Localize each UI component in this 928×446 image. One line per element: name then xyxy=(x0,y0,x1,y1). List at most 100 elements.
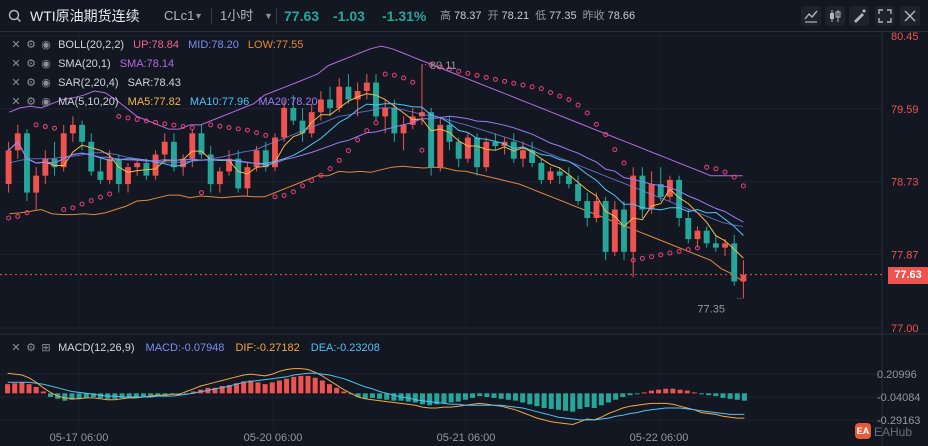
candle-body xyxy=(685,217,692,240)
candle-body xyxy=(409,116,416,125)
legend-name: MA(5,10,20) xyxy=(58,96,119,108)
macd-histogram-bar xyxy=(126,393,132,397)
settings-icon[interactable]: ⚙ xyxy=(26,77,36,89)
candle-body xyxy=(694,230,701,240)
macd-histogram-bar xyxy=(312,377,318,394)
macd-histogram-bar xyxy=(276,380,282,394)
legend-sma[interactable]: ✕ ⚙ ◉ SMA(20,1) SMA:78.14 xyxy=(10,55,324,74)
candle-body xyxy=(474,137,480,168)
macd-tick-label: -0.29163 xyxy=(877,415,920,427)
macd-tick-label: 0.20996 xyxy=(877,369,917,381)
macd-histogram-bar xyxy=(698,393,705,395)
settings-icon[interactable]: ⚙ xyxy=(26,342,36,354)
macd-histogram-bar xyxy=(627,393,633,396)
sar-dot xyxy=(171,122,177,128)
legend-ma[interactable]: ✕ ⚙ ◉ MA(5,10,20) MA5:77.82 MA10:77.96 MA2… xyxy=(10,93,324,112)
price-change-percent: -1.31% xyxy=(382,8,427,24)
macd-histogram-bar xyxy=(326,384,333,394)
candle-body xyxy=(492,141,499,147)
candle-body xyxy=(722,243,728,248)
macd-histogram-bar xyxy=(248,380,254,394)
close-icon[interactable] xyxy=(900,6,920,26)
macd-histogram-bar xyxy=(427,393,433,406)
ohlc-label: 高 xyxy=(440,10,451,22)
candle-body xyxy=(593,201,600,218)
macd-legend[interactable]: ✕ ⚙ ⊞ MACD(12,26,9) MACD:-0.07948 DIF:-0.2… xyxy=(10,339,388,358)
candle-body xyxy=(602,201,609,252)
sar-dot xyxy=(208,122,214,128)
price-tick-label: 79.59 xyxy=(891,104,919,116)
macd-histogram-bar xyxy=(191,391,197,394)
legend-sar[interactable]: ✕ ⚙ ◉ SAR(2,20,4) SAR:78.43 xyxy=(10,74,324,93)
candle-body xyxy=(79,124,86,142)
candle-body xyxy=(60,133,67,168)
remove-icon[interactable]: ✕ xyxy=(11,58,21,70)
macd-histogram-bar xyxy=(305,375,311,394)
remove-icon[interactable]: ✕ xyxy=(11,39,21,51)
candle-body xyxy=(290,107,297,121)
macd-histogram-bar xyxy=(620,393,626,397)
candle-body xyxy=(226,158,232,172)
price-tick-label: 77.00 xyxy=(891,323,919,335)
sar-dot xyxy=(373,120,379,126)
settings-icon[interactable]: ⚙ xyxy=(26,96,36,108)
search-icon[interactable] xyxy=(8,0,24,32)
price-change: -1.03 xyxy=(333,8,365,24)
macd-histogram-bar xyxy=(677,389,683,394)
sar-dot xyxy=(511,80,517,86)
macd-histogram-bar xyxy=(455,393,461,402)
settings-icon[interactable]: ⚙ xyxy=(26,58,36,70)
chevron-down-icon[interactable]: ▼ xyxy=(264,11,273,21)
candle-body xyxy=(281,107,288,138)
sar-dot xyxy=(300,183,306,189)
macd-histogram-bar xyxy=(47,393,54,397)
symbol-code[interactable]: CLc1 xyxy=(164,8,195,23)
remove-icon[interactable]: ✕ xyxy=(11,77,21,89)
drawing-icon[interactable] xyxy=(849,6,869,26)
sar-dot xyxy=(676,248,682,254)
candle-body xyxy=(327,99,334,108)
legend-boll[interactable]: ✕ ⚙ ◉ BOLL(20,2,2) UP:78.84 MID:78.20 LOW:… xyxy=(10,36,324,55)
macd-histogram-bar xyxy=(33,386,39,394)
price-chart[interactable]: 0.20996 -0.04084 -0.29163 05-17 06:00 05-20 … xyxy=(0,32,928,446)
remove-icon[interactable]: ✕ xyxy=(11,96,21,108)
macd-histogram-bar xyxy=(434,393,440,405)
macd-histogram-bar xyxy=(334,387,340,394)
candle-body xyxy=(125,167,131,185)
candle-body xyxy=(464,137,471,159)
sar-dot xyxy=(336,157,342,163)
sar-dot xyxy=(364,128,370,134)
divider xyxy=(211,8,212,24)
fullscreen-icon[interactable] xyxy=(875,6,895,26)
visibility-icon[interactable]: ◉ xyxy=(41,39,51,51)
visibility-icon[interactable]: ◉ xyxy=(41,96,51,108)
candle-body xyxy=(345,86,352,100)
sar-dot xyxy=(502,78,508,84)
sar-dot xyxy=(474,72,480,78)
macd-histogram-bar xyxy=(219,386,225,394)
add-icon[interactable]: ⊞ xyxy=(41,342,51,354)
candle-body xyxy=(33,175,40,193)
sar-dot xyxy=(382,71,388,77)
sar-dot xyxy=(198,190,204,196)
visibility-icon[interactable]: ◉ xyxy=(41,58,51,70)
sar-dot xyxy=(694,245,700,251)
interval-selector[interactable]: 1小时 xyxy=(220,8,254,23)
legend-value: MID:78.20 xyxy=(188,39,239,51)
remove-icon[interactable]: ✕ xyxy=(11,342,21,354)
macd-histogram-bar xyxy=(155,393,161,396)
indicator-icon[interactable] xyxy=(801,6,821,26)
symbol-name[interactable]: WTI原油期货连续 xyxy=(30,8,140,24)
chevron-down-icon[interactable]: ▼ xyxy=(194,11,203,21)
settings-icon[interactable]: ⚙ xyxy=(26,39,36,51)
boll-mid-line xyxy=(9,107,743,227)
chart-type-icon[interactable] xyxy=(825,6,845,26)
boll-lower-line xyxy=(9,165,743,282)
sar-dot xyxy=(612,147,618,153)
macd-histogram-bar xyxy=(520,393,526,403)
macd-histogram-bar xyxy=(12,383,18,394)
candle-body xyxy=(575,184,582,202)
ohlc-value: 78.37 xyxy=(454,10,482,22)
candle-body xyxy=(639,175,646,210)
visibility-icon[interactable]: ◉ xyxy=(41,77,51,89)
